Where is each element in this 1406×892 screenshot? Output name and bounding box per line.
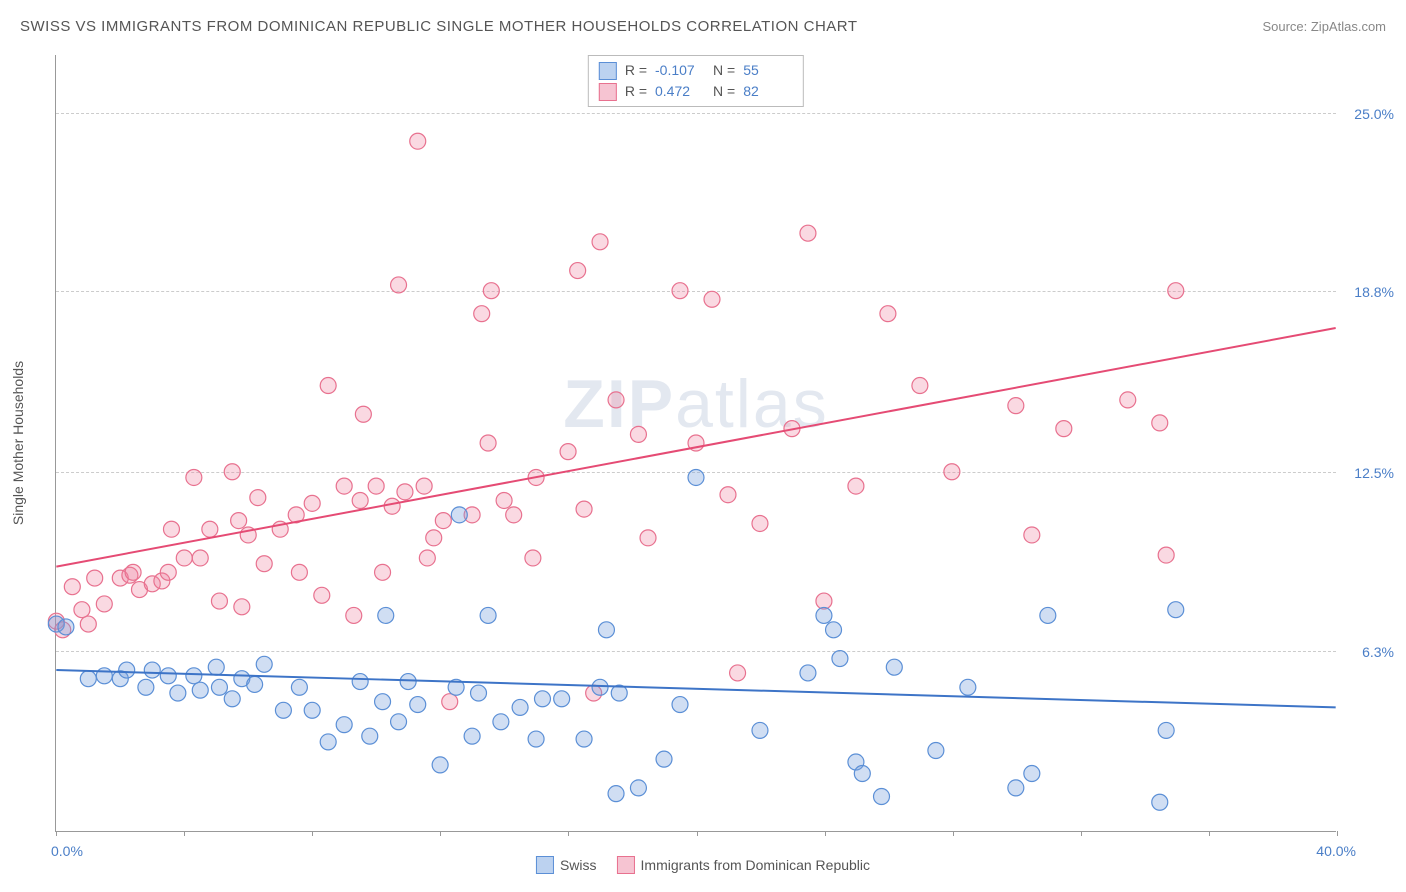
x-axis-start: 0.0%: [51, 843, 83, 859]
title-bar: SWISS VS IMMIGRANTS FROM DOMINICAN REPUB…: [20, 18, 1386, 35]
legend-item-swiss: Swiss: [536, 856, 597, 874]
swatch-swiss: [536, 856, 554, 874]
stats-row-dominican: R = 0.472 N = 82: [599, 81, 793, 102]
source-attribution: Source: ZipAtlas.com: [1262, 19, 1386, 34]
x-axis-end: 40.0%: [1316, 843, 1356, 859]
correlation-chart: SWISS VS IMMIGRANTS FROM DOMINICAN REPUB…: [0, 0, 1406, 892]
bottom-legend: Swiss Immigrants from Dominican Republic: [536, 856, 870, 874]
plot-area: Single Mother Households 6.3%12.5%18.8%2…: [55, 55, 1336, 832]
swatch-swiss: [599, 62, 617, 80]
y-tick-label: 25.0%: [1354, 106, 1394, 122]
swatch-dominican: [599, 83, 617, 101]
legend-item-dominican: Immigrants from Dominican Republic: [617, 856, 871, 874]
swatch-dominican: [617, 856, 635, 874]
y-tick-label: 12.5%: [1354, 465, 1394, 481]
stats-row-swiss: R = -0.107 N = 55: [599, 60, 793, 81]
stats-legend-box: R = -0.107 N = 55 R = 0.472 N = 82: [588, 55, 804, 107]
y-axis-label: Single Mother Households: [10, 361, 26, 525]
scatter-svg: [56, 55, 1336, 831]
y-tick-label: 18.8%: [1354, 284, 1394, 300]
y-tick-label: 6.3%: [1362, 644, 1394, 660]
chart-title: SWISS VS IMMIGRANTS FROM DOMINICAN REPUB…: [20, 18, 858, 35]
